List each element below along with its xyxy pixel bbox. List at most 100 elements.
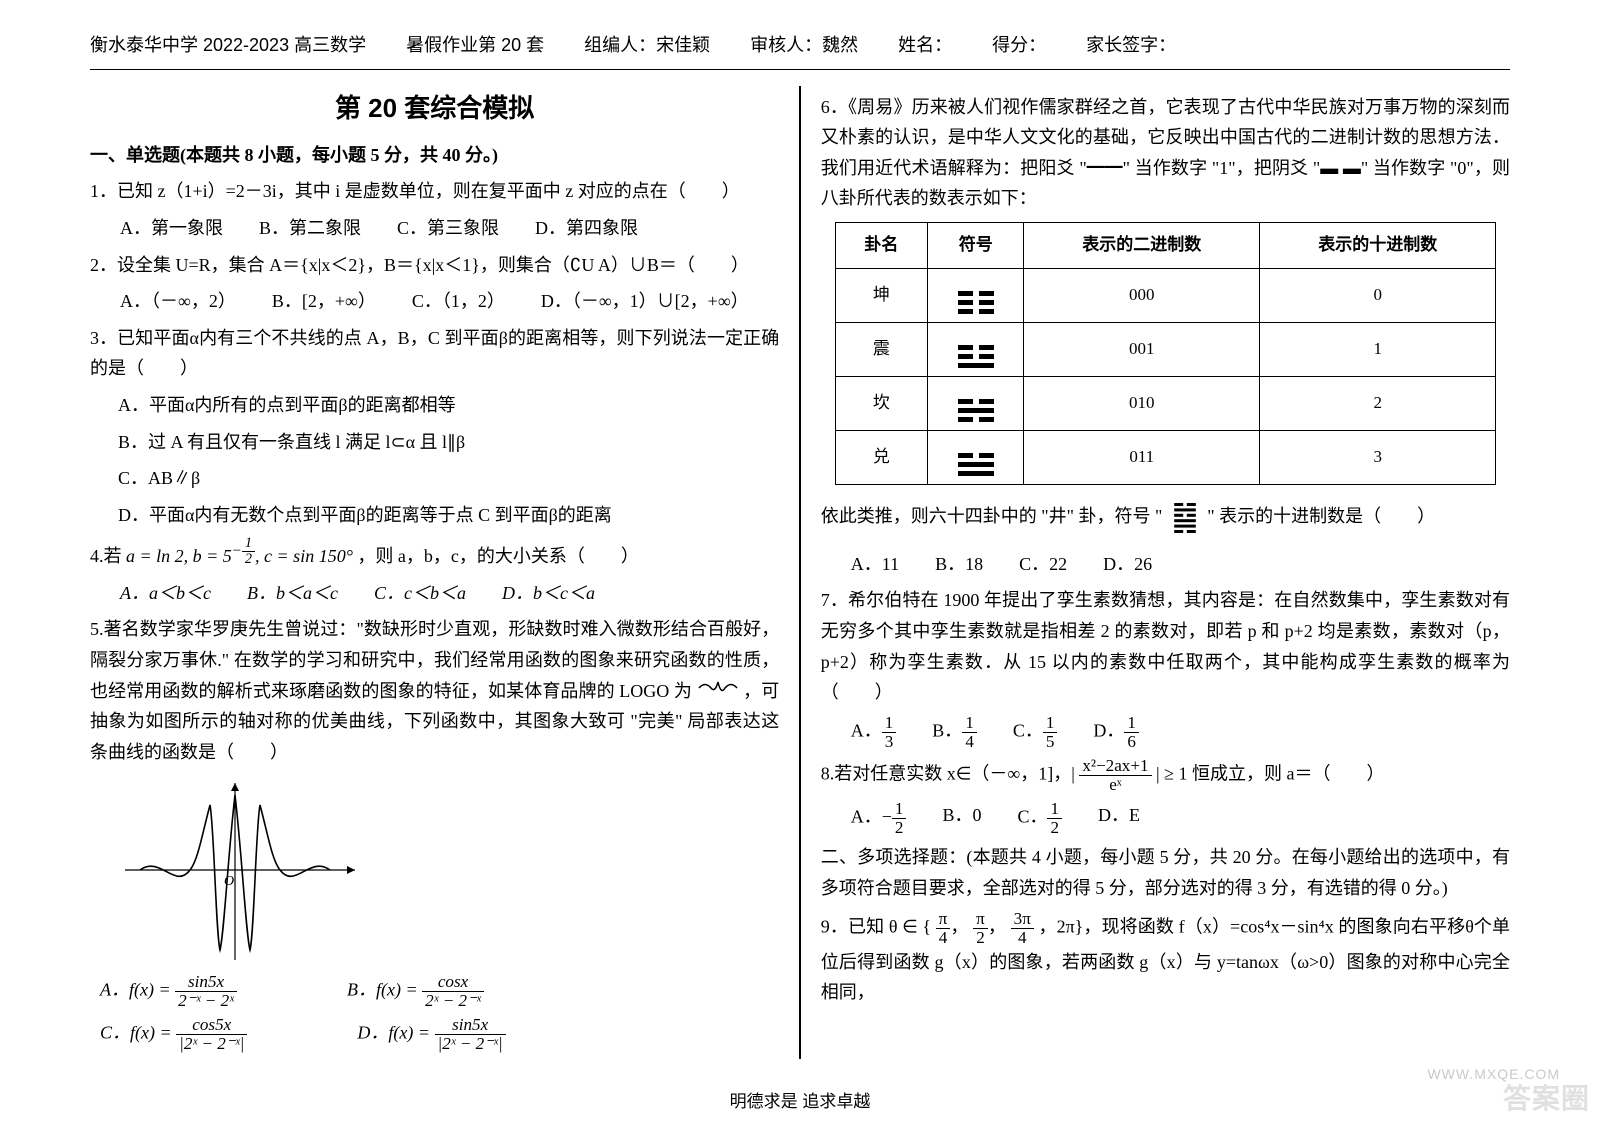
score-field: 得分： <box>992 30 1046 61</box>
header-rule <box>90 69 1510 70</box>
q5-a-num: sin5x <box>175 973 237 992</box>
hexagram-table: 卦名 符号 表示的二进制数 表示的十进制数 坤0000震0011坎0102兑01… <box>835 222 1497 485</box>
q3-stem: 3．已知平面α内有三个不共线的点 A，B，C 到平面β的距离相等，则下列说法一定… <box>90 323 779 384</box>
cell-binary: 010 <box>1024 376 1260 430</box>
table-row: 兑0113 <box>835 430 1496 484</box>
q2-opt-c: C．（1，2） <box>412 286 505 317</box>
q8-a-neg: − <box>882 806 892 826</box>
section2-head: 二、多项选择题：(本题共 4 小题，每小题 5 分，共 20 分。在每小题给出的… <box>821 842 1510 903</box>
q5-opt-a: A．f(x) = sin5x2⁻ˣ − 2ˣ <box>100 973 237 1010</box>
q7-a-lhs: A． <box>851 720 882 740</box>
q4-opt-a: A．a＜b＜c <box>120 578 211 609</box>
q1-options: A．第一象限 B．第二象限 C．第三象限 D．第四象限 <box>120 213 779 244</box>
school-name: 衡水泰华中学 2022-2023 高三数学 <box>90 30 366 61</box>
q9-t3-num: 3π <box>1011 910 1034 929</box>
q8-c-num: 1 <box>1047 800 1062 819</box>
column-divider <box>799 86 801 1060</box>
q6-options: A．11 B．18 C．22 D．26 <box>851 549 1510 580</box>
page-footer: 明德求是 追求卓越 <box>0 1088 1600 1117</box>
q7-b-num: 1 <box>962 714 977 733</box>
q4-opt-c: C．c＜b＜a <box>374 578 466 609</box>
q8-frac-den: eˣ <box>1079 776 1151 794</box>
q4-opt-b: B．b＜a＜c <box>247 578 338 609</box>
reviewer-label: 审核人： <box>750 35 822 55</box>
q3-opt-b: B．过 A 有且仅有一条直线 l 满足 l⊂α 且 l∥β <box>118 427 779 458</box>
exam-title: 第 20 套综合模拟 <box>90 86 779 130</box>
q8-opt-b: B．0 <box>942 800 981 837</box>
th-decimal: 表示的十进制数 <box>1260 222 1496 268</box>
q7-opt-c: C．15 <box>1013 714 1058 751</box>
compiler-name: 宋佳颖 <box>656 35 710 55</box>
q4-prefix: 4.若 <box>90 546 122 566</box>
q4-exp-num: 1 <box>242 536 255 552</box>
cell-decimal: 0 <box>1260 268 1496 322</box>
compiler-label: 组编人： <box>584 35 656 55</box>
table-row: 坤0000 <box>835 268 1496 322</box>
q7-a-num: 1 <box>882 714 897 733</box>
parent-sign-field: 家长签字： <box>1086 30 1176 61</box>
function-plot: O <box>120 775 380 965</box>
q2-opt-a: A．（－∞，2） <box>120 286 236 317</box>
q1-stem: 1．已知 z（1+i）=2－3i，其中 i 是虚数单位，则在复平面中 z 对应的… <box>90 176 779 207</box>
q9-t1-num: π <box>936 910 951 929</box>
compiler: 组编人：宋佳颖 <box>584 30 710 61</box>
watermark-logo: 答案圈 <box>1503 1075 1590 1123</box>
q5-c-lhs: C．f(x) = <box>100 1023 172 1043</box>
cell-name: 坎 <box>835 376 928 430</box>
q7-opt-d: D．16 <box>1093 714 1139 751</box>
q5-opt-d: D．f(x) = sin5x|2ˣ − 2⁻ˣ| <box>357 1016 505 1053</box>
q7-c-num: 1 <box>1043 714 1058 733</box>
reviewer: 审核人：魏然 <box>750 30 858 61</box>
q1-opt-d: D．第四象限 <box>535 213 638 244</box>
q7-c-lhs: C． <box>1013 720 1043 740</box>
q3-opt-c: C．AB∥β <box>118 463 779 494</box>
q9-t1-den: 4 <box>936 929 951 947</box>
th-symbol: 符号 <box>928 222 1024 268</box>
q7-a-den: 3 <box>882 733 897 751</box>
cell-binary: 011 <box>1024 430 1260 484</box>
q5-b-den: 2ˣ − 2⁻ˣ <box>422 992 484 1010</box>
q8-a-lhs: A． <box>851 806 882 826</box>
content-columns: 第 20 套综合模拟 一、单选题(本题共 8 小题，每小题 5 分，共 40 分… <box>90 86 1510 1060</box>
q5-c-den: |2ˣ − 2⁻ˣ| <box>176 1035 247 1053</box>
name-field: 姓名： <box>898 30 952 61</box>
q1-opt-a: A．第一象限 <box>120 213 223 244</box>
q9-stem-a: 9．已知 θ ∈ { <box>821 916 931 936</box>
cell-decimal: 2 <box>1260 376 1496 430</box>
q4-formula-main: a = ln 2, b = 5 <box>126 546 232 566</box>
set-label: 暑假作业第 20 套 <box>406 30 544 61</box>
q6-opt-a: A．11 <box>851 549 899 580</box>
q2-opt-d: D．（－∞，1）∪[2，+∞） <box>541 286 749 317</box>
q8-opt-d: D．E <box>1098 800 1140 837</box>
q3-opt-a: A．平面α内所有的点到平面β的距离都相等 <box>118 390 779 421</box>
q6-opt-d: D．26 <box>1103 549 1152 580</box>
logo-sketch-icon <box>697 679 739 697</box>
table-row: 坎 0102 <box>835 376 1496 430</box>
q5-d-den: |2ˣ − 2⁻ˣ| <box>435 1035 506 1053</box>
left-column: 第 20 套综合模拟 一、单选题(本题共 8 小题，每小题 5 分，共 40 分… <box>90 86 779 1060</box>
cell-symbol <box>928 430 1024 484</box>
q8-c-lhs: C． <box>1017 806 1047 826</box>
q5-stem: 5.著名数学家华罗庚先生曾说过："数缺形时少直观，形缺数时难入微数形结合百般好，… <box>90 614 779 767</box>
q6-opt-c: C．22 <box>1019 549 1067 580</box>
table-header-row: 卦名 符号 表示的二进制数 表示的十进制数 <box>835 222 1496 268</box>
q7-opt-a: A．13 <box>851 714 897 751</box>
q5-b-num: cosx <box>422 973 484 992</box>
q5-stem-a: 5.著名数学家华罗庚先生曾说过："数缺形时少直观，形缺数时难入微数形结合百般好，… <box>90 619 779 700</box>
q9-t3-den: 4 <box>1011 929 1034 947</box>
q8-c-den: 2 <box>1047 819 1062 837</box>
q5-d-num: sin5x <box>435 1016 506 1035</box>
cell-name: 兑 <box>835 430 928 484</box>
q4-exp-den: 2 <box>242 552 255 567</box>
q7-d-num: 1 <box>1124 714 1139 733</box>
q5-opt-c: C．f(x) = cos5x|2ˣ − 2⁻ˣ| <box>100 1016 247 1053</box>
q4-options: A．a＜b＜c B．b＜a＜c C．c＜b＜a D．b＜c＜a <box>120 578 779 609</box>
cell-symbol <box>928 268 1024 322</box>
page-header: 衡水泰华中学 2022-2023 高三数学 暑假作业第 20 套 组编人：宋佳颖… <box>90 30 1510 61</box>
q9-t2-den: 2 <box>973 929 988 947</box>
q6-tail-a: 依此类推，则六十四卦中的 "井" 卦，符号 " <box>821 506 1163 526</box>
q7-d-den: 6 <box>1124 733 1139 751</box>
q2-opt-b: B．[2，+∞） <box>272 286 376 317</box>
q8-a-den: 2 <box>892 819 907 837</box>
q6-tail-b: " 表示的十进制数是（ ） <box>1207 506 1435 526</box>
